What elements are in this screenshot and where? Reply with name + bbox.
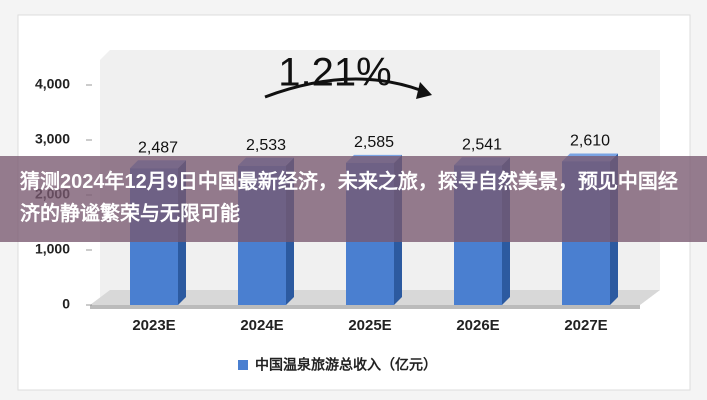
title-banner: 猜测2024年12月9日中国最新经济，未来之旅，探寻自然美景，预见中国经济的静谧… [0, 156, 707, 242]
x-tick-label: 2023E [132, 317, 175, 334]
y-tick-label: 1,000 [35, 241, 70, 257]
value-label: 2,610 [570, 133, 610, 150]
x-tick-label: 2024E [240, 317, 283, 334]
value-label: 2,487 [138, 139, 178, 156]
legend-label: 中国温泉旅游总收入（亿元） [255, 357, 437, 373]
x-tick-label: 2027E [564, 317, 607, 334]
annotation: 1.21% [278, 51, 391, 95]
y-tick-label: 4,000 [35, 76, 70, 92]
value-label: 2,585 [354, 134, 394, 151]
arrow-head [416, 82, 432, 99]
value-label: 2,533 [246, 137, 286, 154]
y-tick-label: 3,000 [35, 131, 70, 147]
x-tick-label: 2025E [348, 317, 391, 334]
y-tick-label: 0 [62, 296, 70, 312]
legend-swatch [238, 360, 248, 370]
trend-arrow [264, 77, 421, 99]
x-tick-label: 2026E [456, 317, 499, 334]
value-label: 2,541 [462, 136, 502, 153]
floor-edge [90, 305, 640, 309]
